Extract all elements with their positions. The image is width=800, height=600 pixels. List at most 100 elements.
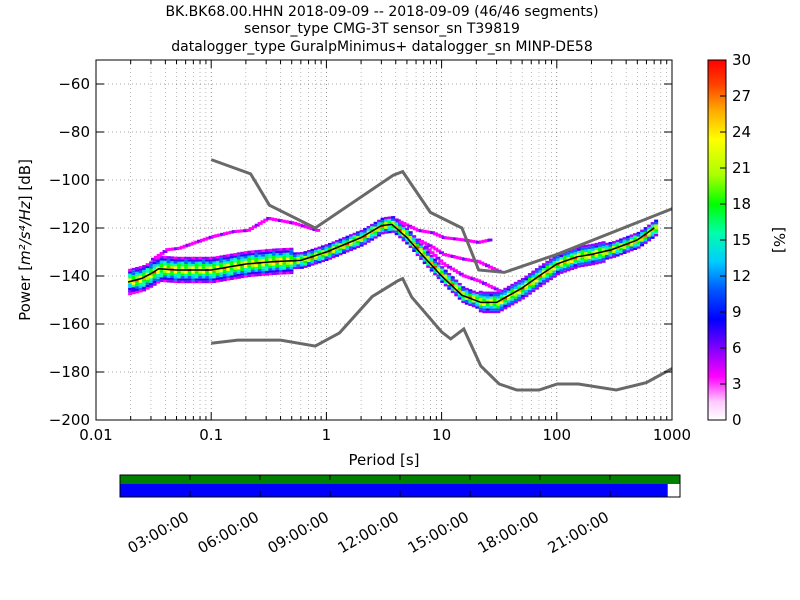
heatmap-cell xyxy=(534,280,539,283)
heatmap-cell xyxy=(587,256,592,259)
heatmap-cell xyxy=(457,287,462,291)
heatmap-cell xyxy=(349,234,354,237)
plot-area xyxy=(96,60,672,420)
heatmap-cell xyxy=(278,255,283,258)
colorbar-tick-label: 21 xyxy=(732,159,751,177)
heatmap-cell xyxy=(412,237,417,240)
heatmap-cell xyxy=(208,261,213,264)
heatmap-cell xyxy=(545,263,550,266)
colorbar-tick-label: 9 xyxy=(732,303,742,321)
heatmap-cell xyxy=(555,270,560,273)
heatmap-cell xyxy=(345,235,350,239)
heatmap-cell xyxy=(359,244,364,247)
heatmap-cell xyxy=(569,253,574,256)
heatmap-cell xyxy=(566,266,571,269)
heatmap-cell xyxy=(555,260,560,264)
y-axis-label-prefix: Power [ xyxy=(16,265,34,321)
heatmap-cell xyxy=(243,270,248,273)
heatmap-cell xyxy=(173,275,178,279)
heatmap-cell xyxy=(278,248,283,251)
heatmap-cell-sparse xyxy=(464,258,470,262)
heatmap-cell xyxy=(152,271,157,274)
heatmap-cell xyxy=(264,253,269,257)
heatmap-cell xyxy=(173,280,178,284)
heatmap-cell-sparse xyxy=(246,228,252,232)
heatmap-cell xyxy=(552,256,557,259)
heatmap-cell-sparse xyxy=(248,227,254,231)
heatmap-cell-sparse xyxy=(401,222,407,225)
heatmap-cell xyxy=(345,242,350,246)
heatmap-cell xyxy=(278,250,283,253)
title-line-2: sensor_type CMG-3T sensor_sn T39819 xyxy=(244,21,520,37)
heatmap-cell xyxy=(429,254,434,258)
heatmap-cell-sparse xyxy=(435,233,441,237)
heatmap-cell-sparse xyxy=(436,249,442,253)
heatmap-cell-sparse xyxy=(427,230,433,234)
heatmap-cell xyxy=(345,247,350,251)
heatmap-cell xyxy=(615,244,620,247)
heatmap-cell xyxy=(170,277,175,281)
heatmap-cell xyxy=(489,298,494,302)
heatmap-cell xyxy=(342,237,347,240)
heatmap-cell xyxy=(173,266,178,269)
heatmap-cell xyxy=(485,296,490,299)
heatmap-cell xyxy=(594,262,599,265)
heatmap-cell xyxy=(398,226,403,229)
heatmap-cell xyxy=(415,251,420,254)
heatmap-cell xyxy=(205,278,210,281)
heatmap-cell xyxy=(615,254,620,257)
heatmap-cell xyxy=(485,294,490,297)
heatmap-cell xyxy=(377,234,382,237)
heatmap-cell xyxy=(587,263,592,266)
heatmap-cell xyxy=(159,270,164,273)
heatmap-cell xyxy=(156,259,161,262)
heatmap-cell-sparse xyxy=(475,240,481,244)
heatmap-cell xyxy=(552,263,557,266)
colorbar-tick-label: 12 xyxy=(732,267,751,285)
heatmap-cell xyxy=(135,274,140,277)
heatmap-cell xyxy=(398,228,403,232)
heatmap-cell xyxy=(636,231,641,235)
heatmap-cell xyxy=(503,304,508,307)
heatmap-cell xyxy=(335,254,340,257)
heatmap-cell xyxy=(454,279,459,282)
heatmap-cell xyxy=(310,260,315,264)
heatmap-cell xyxy=(555,272,560,276)
heatmap-cell xyxy=(166,260,171,264)
heatmap-cell xyxy=(615,239,620,243)
heatmap-cell-sparse xyxy=(421,229,427,233)
heatmap-cell xyxy=(306,252,311,255)
heatmap-cell xyxy=(485,308,490,311)
heatmap-cell xyxy=(608,241,613,245)
heatmap-cell xyxy=(531,282,536,285)
heatmap-cell xyxy=(654,224,659,227)
heatmap-cell xyxy=(552,260,557,264)
heatmap-cell xyxy=(510,288,515,292)
heatmap-cell xyxy=(373,226,378,229)
heatmap-cell xyxy=(184,271,189,274)
heatmap-cell xyxy=(261,268,266,272)
heatmap-cell xyxy=(601,253,606,256)
heatmap-cell xyxy=(138,268,143,271)
heatmap-cell xyxy=(527,292,532,295)
heatmap-cell xyxy=(510,291,515,294)
heatmap-cell xyxy=(149,282,154,286)
heatmap-cell xyxy=(135,266,140,270)
heatmap-cell-sparse xyxy=(444,264,450,267)
heatmap-cell xyxy=(622,249,627,252)
heatmap-cell xyxy=(145,272,150,276)
heatmap-cell xyxy=(538,270,543,273)
heatmap-cell xyxy=(205,256,210,260)
heatmap-cell-sparse xyxy=(309,227,315,231)
heatmap-cell xyxy=(598,261,603,264)
heatmap-cell xyxy=(208,273,213,276)
heatmap-cell xyxy=(149,280,154,283)
heatmap-cell xyxy=(264,270,269,274)
heatmap-cell xyxy=(282,262,287,265)
heatmap-cell xyxy=(464,297,469,300)
heatmap-cell xyxy=(629,244,634,247)
heatmap-cell xyxy=(629,246,634,249)
heatmap-cell-sparse xyxy=(243,229,249,233)
heatmap-cell xyxy=(527,282,532,286)
heatmap-cell-sparse xyxy=(220,232,226,236)
